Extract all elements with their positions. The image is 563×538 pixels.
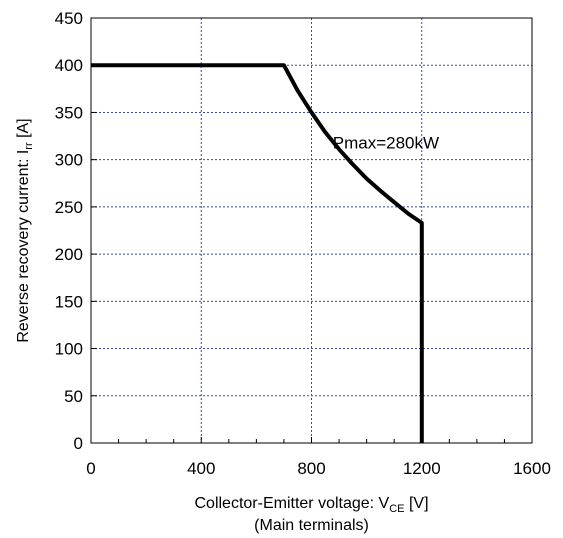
series	[91, 63, 424, 443]
x-tick-label: 1200	[403, 459, 441, 478]
y-axis-label: Reverse recovery current: Irr [A]	[15, 118, 35, 342]
y-tick-label: 150	[55, 292, 83, 311]
y-axis-label-unit: [A]	[15, 118, 32, 142]
y-tick-label: 0	[74, 434, 83, 453]
y-tick-label: 100	[55, 340, 83, 359]
y-tick-label: 450	[55, 9, 83, 28]
y-tick-label: 250	[55, 198, 83, 217]
x-tick-label: 0	[86, 459, 95, 478]
x-axis-label: Collector-Emitter voltage: VCE [V]	[194, 495, 428, 515]
x-tick-label: 400	[187, 459, 215, 478]
x-tick-label: 800	[297, 459, 325, 478]
plot-frame	[90, 17, 533, 444]
x-tick-labels: 0 400 800 1200 1600	[86, 459, 551, 478]
series-line	[91, 63, 424, 443]
y-axis-label-main: Reverse recovery current: I	[15, 150, 32, 343]
y-tick-labels: 0 50 100 150 200 250 300 350 400 450	[55, 9, 83, 453]
y-axis-label-sub: rr	[23, 142, 35, 150]
tick-marks	[90, 17, 533, 444]
y-tick-label: 200	[55, 245, 83, 264]
y-tick-label: 350	[55, 103, 83, 122]
x-axis-label-sub: CE	[389, 503, 404, 515]
y-tick-label: 300	[55, 151, 83, 170]
grid	[91, 18, 532, 443]
x-axis-label-main: Collector-Emitter voltage: V	[194, 495, 389, 512]
pmax-annotation: Pmax=280kW	[333, 134, 439, 153]
x-tick-label: 1600	[513, 459, 551, 478]
y-tick-label: 400	[55, 56, 83, 75]
x-axis-label-unit: [V]	[405, 495, 429, 512]
x-axis-label-line2: (Main terminals)	[254, 517, 369, 534]
y-tick-label: 50	[64, 387, 83, 406]
